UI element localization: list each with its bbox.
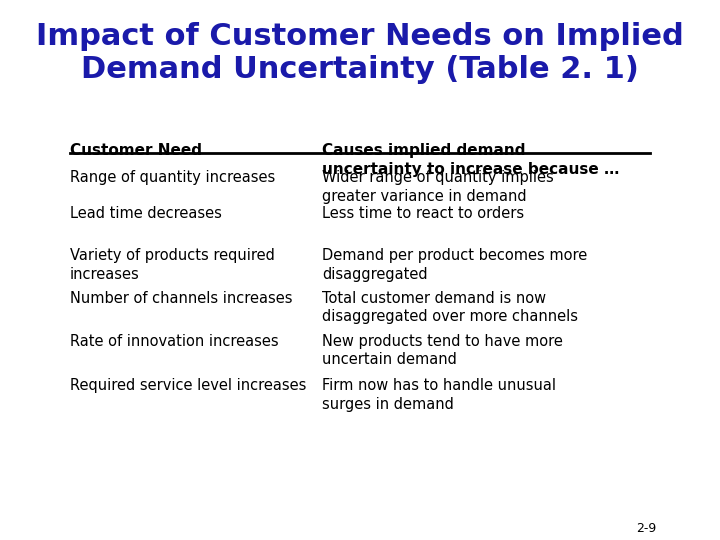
Text: Number of channels increases: Number of channels increases [70, 291, 292, 306]
Text: Customer Need: Customer Need [70, 143, 202, 158]
Text: Causes implied demand
uncertainty to increase because …: Causes implied demand uncertainty to inc… [322, 143, 619, 177]
Text: Less time to react to orders: Less time to react to orders [322, 206, 524, 221]
Text: Wider range of quantity implies
greater variance in demand: Wider range of quantity implies greater … [322, 170, 554, 204]
Text: Impact of Customer Needs on Implied
Demand Uncertainty (Table 2. 1): Impact of Customer Needs on Implied Dema… [36, 22, 684, 84]
Text: New products tend to have more
uncertain demand: New products tend to have more uncertain… [322, 334, 563, 367]
Text: Rate of innovation increases: Rate of innovation increases [70, 334, 279, 349]
Text: Range of quantity increases: Range of quantity increases [70, 170, 275, 185]
Text: Firm now has to handle unusual
surges in demand: Firm now has to handle unusual surges in… [322, 378, 556, 411]
Text: Variety of products required
increases: Variety of products required increases [70, 248, 275, 282]
Text: 2-9: 2-9 [636, 522, 656, 535]
Text: Demand per product becomes more
disaggregated: Demand per product becomes more disaggre… [322, 248, 588, 282]
Text: Total customer demand is now
disaggregated over more channels: Total customer demand is now disaggregat… [322, 291, 578, 324]
Text: Required service level increases: Required service level increases [70, 378, 307, 393]
Text: Lead time decreases: Lead time decreases [70, 206, 222, 221]
